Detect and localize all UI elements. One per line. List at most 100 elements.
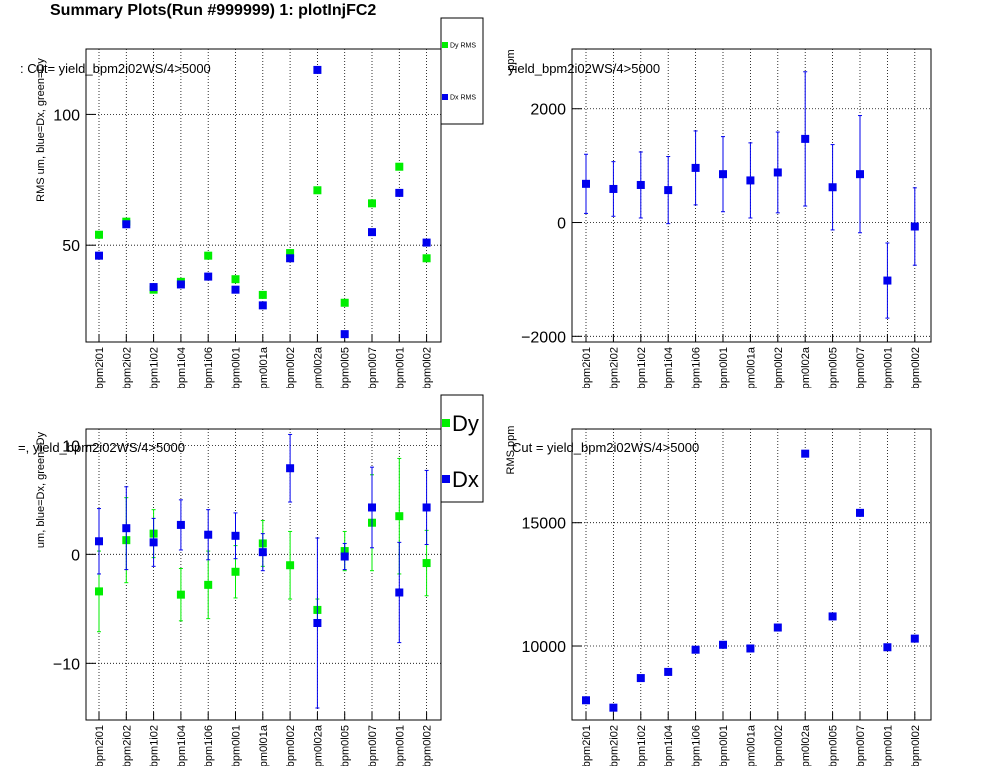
data-point [691,645,700,654]
data-point [801,134,810,143]
x-tick-labels: bpm2i01 bpm2i02 bpm1i02 bpm1i04 bpm1i06 bpm0l… [94,346,434,389]
x-tick-label: bpm2i02 [608,347,620,389]
data-point [368,503,376,512]
x-tick-label: bpm1i04 [663,347,675,389]
x-tick-label: bpm1i04 [176,725,188,767]
data-point [368,228,376,237]
data-point [773,168,782,177]
plot-3: −10 0 10 bpm2i01 bpm2i02 bpm1i02 bpm1i04 bpm1i0… [18,394,484,767]
x-tick-label: bpm0l02a [800,724,812,772]
data-point [856,170,864,179]
x-tick-label: bpm0l05 [340,725,352,767]
data-point [773,623,782,632]
data-point [828,612,837,621]
data-point [95,251,103,260]
data-point [636,180,645,189]
x-tick-label: bpm0l07 [855,347,867,389]
x-tick-label: bpm2i01 [581,347,593,389]
x-tick-label: bpm1i02 [636,347,648,389]
data-point [231,567,240,576]
page-title: Summary Plots(Run #999999) 1: plotInjFC2 [50,2,376,19]
x-tick-label: bpm1i02 [149,347,161,389]
data-point [149,538,158,547]
x-tick-label: bpm0l01a [745,724,757,772]
series-1 [582,449,919,712]
y-tick-label: 100 [53,107,80,124]
y-axis-label: RMS um, blue=Dx, green=Dy [35,58,47,202]
data-point [910,634,919,643]
x-tick-label: bpm0l02 [422,347,434,389]
data-point [204,580,213,589]
plot-frame [85,48,442,343]
data-point [204,272,213,281]
x-tick-label: bpm0l02 [910,725,922,767]
x-tick-labels: bpm2i01 bpm2i02 bpm1i02 bpm1i04 bpm1i06 bpm0l… [581,724,922,772]
plot-frame [85,428,442,721]
data-point [422,503,431,512]
x-tick-label: bpm0l02a [800,346,812,395]
x-tick-label: bpm0l07 [855,725,867,767]
data-point [258,290,267,299]
data-point [582,179,590,188]
x-tick-label: bpm2i02 [121,347,133,389]
cut-annotation: =, yield_bpm2i02WS/4>5000 [18,440,185,455]
data-point [691,163,700,172]
data-point [95,587,103,596]
data-point [176,280,185,289]
x-tick-label: bpm2i02 [608,725,620,767]
x-tick-label: bpm2i01 [94,347,106,389]
x-tick-label: bpm0l02 [422,725,434,767]
data-point [122,220,131,229]
data-point [176,590,185,599]
data-point [746,644,755,653]
y-tick-label: 10 [62,438,80,455]
data-point [95,230,103,239]
cut-annotation: : Cut= yield_bpm2i02WS/4>5000 [20,61,211,76]
x-tick-label: bpm0l02 [773,725,785,767]
legend: Dy Dx [440,394,484,503]
plot-frame [571,428,932,721]
data-point [828,183,837,192]
x-tick-labels: bpm2i01 bpm2i02 bpm1i02 bpm1i04 bpm1i06 bpm0l… [581,346,922,395]
x-tick-label: bpm0l05 [340,347,352,389]
x-tick-label: bpm0l01 [394,347,406,389]
data-point [231,285,240,294]
data-point [636,674,645,683]
legend-box [440,17,484,125]
legend-label: Dy RMS [450,43,476,50]
data-point [582,696,590,705]
x-tick-label: bpm1i04 [663,725,675,767]
x-tick-label: bpm0l07 [367,725,379,767]
x-tick-label: bpm0l02 [773,347,785,389]
data-point [395,512,404,521]
data-point [910,222,919,231]
data-point [422,238,431,247]
x-tick-label: bpm0l02 [910,347,922,389]
legend-label: Dy [452,411,479,436]
x-tick-label: bpm0l01 [231,347,243,389]
y-axis-label: um, blue=Dx, green=Dy [35,431,47,548]
data-point [231,275,240,284]
x-tick-label: bpm0l01 [231,725,243,767]
data-point [286,464,295,473]
data-point [286,254,295,263]
data-point [313,65,322,74]
data-point [340,552,349,561]
x-tick-label: bpm0l05 [828,347,840,389]
y-tick-label: 0 [557,216,566,233]
y-axis-label: ppm [505,49,517,70]
data-point [258,301,267,310]
data-point [176,520,185,529]
data-point [719,640,727,649]
x-tick-label: bpm0l01 [882,725,894,767]
data-point [664,667,673,676]
data-point [883,643,892,652]
data-point [422,254,431,263]
x-tick-label: bpm2i01 [94,725,106,767]
data-point [609,184,618,193]
legend-marker [442,94,448,100]
y-tick-label: −10 [53,656,80,673]
